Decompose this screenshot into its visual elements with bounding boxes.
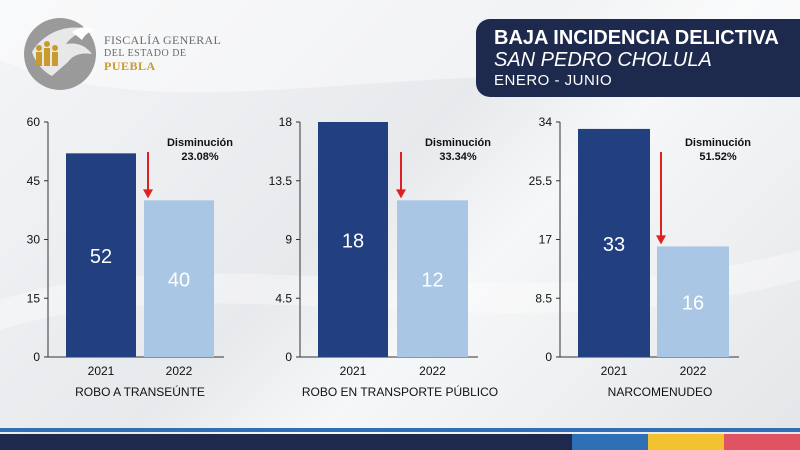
fiscalia-logo: FISCALÍA GENERAL DEL ESTADO DE PUEBLA [22,14,222,94]
annotation-value: 23.08% [181,151,219,163]
y-tick-label: 17 [539,233,553,247]
bar-value-label: 52 [90,246,112,268]
logo-wordmark: FISCALÍA GENERAL DEL ESTADO DE PUEBLA [104,34,221,73]
annotation-title: Disminución [424,137,491,149]
x-tick-label: 2022 [680,364,707,378]
bar-value-label: 12 [421,270,443,292]
logo-line-2: DEL ESTADO DE [104,48,187,59]
x-tick-label: 2021 [88,364,115,378]
category-label: ROBO A TRANSEÚNTE [75,385,205,399]
decrease-arrowhead-icon [143,189,153,199]
footer-band [0,428,800,450]
decrease-annotation: Disminución 23.08% [150,136,250,164]
bar-value-label: 40 [168,270,190,292]
bar-value-label: 16 [682,293,704,315]
x-tick-label: 2021 [340,364,367,378]
y-tick-label: 15 [27,291,41,305]
bar-value-label: 33 [603,234,625,256]
y-tick-label: 8.5 [535,291,552,305]
footer-color-red [724,434,800,450]
decrease-arrowhead-icon [656,235,666,245]
x-tick-label: 2022 [166,364,193,378]
footer-line [0,428,800,432]
y-tick-label: 18 [279,115,293,129]
x-tick-label: 2021 [601,364,628,378]
x-tick-label: 2022 [419,364,446,378]
eagle-emblem-icon [24,18,96,90]
date-range: ENERO - JUNIO [494,72,613,89]
bar-2022 [397,200,468,357]
bar-2021 [578,128,650,357]
annotation-value: 51.52% [699,151,737,163]
y-tick-label: 25.5 [529,174,553,188]
bar-2022 [657,246,729,357]
category-label: ROBO EN TRANSPORTE PÚBLICO [301,385,499,399]
footer-color-yellow [648,434,724,450]
decrease-annotation: Disminución 33.34% [408,136,508,164]
page-subtitle: SAN PEDRO CHOLULA [494,49,712,71]
y-tick-label: 45 [27,174,41,188]
bar-2021 [318,122,388,357]
y-tick-label: 30 [27,233,41,247]
y-tick-label: 34 [539,115,553,129]
page-title: BAJA INCIDENCIA DELICTIVA [494,27,779,49]
y-tick-label: 0 [285,350,292,364]
decrease-annotation: Disminución 51.52% [668,136,768,164]
logo-line-1: FISCALÍA GENERAL [104,33,222,47]
annotation-value: 33.34% [439,151,477,163]
bar-2022 [144,200,214,357]
y-tick-label: 0 [33,350,40,364]
annotation-title: Disminución [684,137,751,149]
bar-value-label: 18 [342,231,364,253]
footer-color-blue [572,434,648,450]
category-label: NARCOMENUDEO [607,385,713,399]
y-tick-label: 60 [27,115,41,129]
y-tick-label: 9 [285,233,292,247]
decrease-arrowhead-icon [396,189,406,199]
annotation-title: Disminución [166,137,233,149]
y-tick-label: 0 [545,350,552,364]
bar-2021 [66,153,136,357]
y-tick-label: 4.5 [275,291,292,305]
footer-base [0,434,572,450]
y-tick-label: 13.5 [269,174,293,188]
logo-line-3: PUEBLA [104,59,156,73]
title-banner: BAJA INCIDENCIA DELICTIVA SAN PEDRO CHOL… [476,19,800,97]
